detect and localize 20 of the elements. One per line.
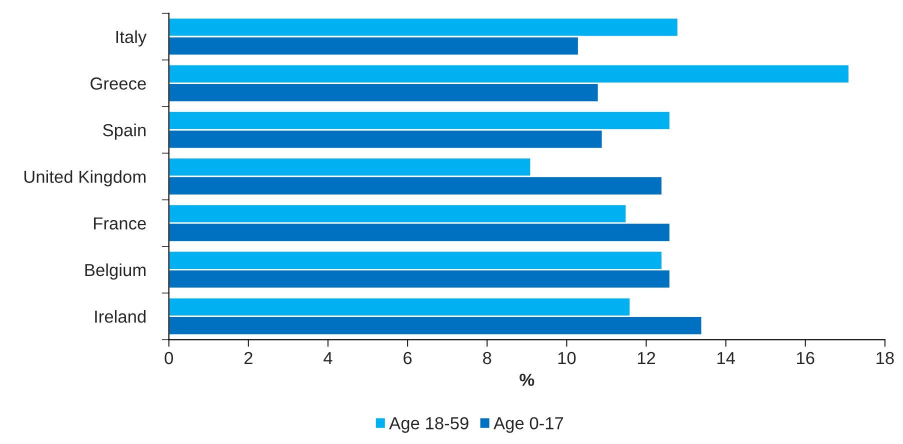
y-tick-label: Ireland: [95, 310, 146, 323]
y-tick-label: France: [94, 217, 146, 230]
x-tick-label: 0: [164, 352, 174, 364]
y-tick-label: Belgium: [85, 263, 146, 280]
legend-label: Age 0-17: [494, 417, 564, 433]
x-tick-label: 18: [876, 352, 894, 364]
y-tick-label: Spain: [103, 124, 146, 140]
y-tick-label: United Kingdom: [24, 170, 146, 186]
y-tick-label: Italy: [116, 30, 147, 47]
x-tick-label: 10: [558, 352, 576, 364]
x-axis-title: %: [520, 374, 534, 386]
x-tick-label: 8: [483, 352, 492, 364]
y-tick-label: Greece: [90, 77, 146, 90]
x-tick-label: 14: [717, 352, 735, 364]
legend-label: Age 18-59: [389, 417, 468, 433]
x-tick-label: 12: [638, 352, 656, 364]
x-tick-label: 4: [324, 352, 332, 364]
x-tick-label: 2: [244, 352, 252, 364]
x-tick-label: 16: [797, 352, 814, 364]
x-tick-label: 6: [404, 352, 412, 364]
